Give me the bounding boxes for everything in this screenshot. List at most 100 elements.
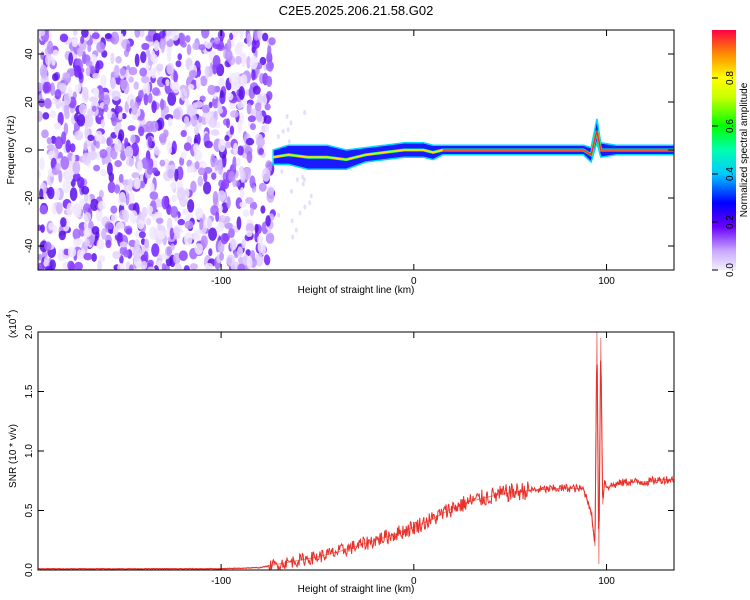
noise-blob [123,209,130,223]
noise-blob [134,177,141,190]
noise-blob [110,76,117,90]
noise-blob [142,83,148,95]
noise-blob [205,41,212,49]
noise-blob [176,186,186,201]
noise-blob [193,149,203,162]
noise-blob [46,40,54,55]
noise-blob [80,35,85,44]
noise-blob [81,186,90,195]
noise-blob [192,42,199,51]
noise-blob [74,238,83,245]
noise-blob [58,82,67,92]
noise-blob [103,104,109,113]
noise-blob [184,220,194,230]
noise-blob [107,136,113,147]
noise-blob [84,238,90,247]
noise-blob [210,153,216,168]
noise-blob [68,52,74,66]
noise-blob [170,30,180,41]
noise-blob [263,254,270,265]
noise-blob [58,170,63,183]
noise-blob [224,141,233,149]
noise-blob [224,135,230,142]
noise-blob [183,265,190,270]
noise-blob [118,192,127,206]
noise-blob [55,162,62,171]
noise-blob [261,32,269,42]
noise-blob [106,108,112,120]
noise-blob [156,230,166,240]
noise-blob [49,82,56,96]
noise-blob [113,64,120,78]
noise-blob [71,38,79,48]
snr-series [38,332,674,570]
noise-blob [63,248,69,256]
noise-blob [112,226,119,236]
noise-blob [203,166,213,174]
noise-blob [229,32,234,41]
noise-blob [73,205,82,218]
noise-blob [267,61,274,69]
noise-blob [134,53,140,67]
noise-blob [237,246,244,258]
noise-blob [246,150,253,164]
noise-blob [91,105,97,112]
snr-x-axis-label: Height of straight line (km) [298,584,415,595]
noise-blob [38,253,43,261]
noise-blob [194,161,200,170]
noise-blob [151,167,159,174]
noise-blob [239,201,247,208]
noise-blob [114,184,121,194]
noise-blob [208,101,213,109]
noise-blob [78,103,87,115]
noise-blob [245,249,251,257]
noise-blob [207,218,212,229]
noise-blob [201,30,210,39]
noise-blob [126,43,131,53]
noise-blob [203,181,212,195]
noise-blob [210,129,220,136]
noise-blob [207,84,216,95]
noise-blob [251,38,260,50]
noise-blob [237,119,242,134]
noise-blob [41,129,49,139]
noise-blob [38,82,44,92]
noise-blob [239,186,245,199]
noise-blob [261,167,271,182]
noise-blob [228,170,236,183]
noise-blob [38,110,43,122]
noise-blob [134,239,141,252]
noise-blob [104,33,112,40]
noise-blob [85,66,91,77]
noise-blob [85,113,94,128]
noise-blob [264,123,270,133]
noise-blob [195,76,202,90]
noise-blob [124,145,134,159]
noise-blob [226,254,235,267]
noise-blob [258,148,264,156]
noise-blob [59,33,69,43]
noise-blob [166,51,172,63]
noise-blob [85,60,93,67]
noise-blob [137,160,143,173]
snr-trace-line [38,360,674,570]
noise-blob [76,113,86,127]
colorbar-label: Normalized spectral amplitude [739,82,750,217]
noise-blob [174,168,179,182]
noise-blob [167,117,173,127]
colorbar-tick-label: 0.2 [725,215,736,229]
noise-blob [180,41,187,48]
noise-blob [224,49,233,63]
noise-blob [124,137,129,147]
noise-blob [239,30,244,39]
noise-blob [167,168,174,179]
noise-blob [125,157,135,167]
noise-blob [131,172,140,179]
noise-blob [267,44,272,59]
noise-blob [147,92,153,104]
noise-blob [39,64,48,79]
noise-blob [303,110,307,116]
noise-blob [95,208,103,222]
noise-blob [114,160,122,168]
